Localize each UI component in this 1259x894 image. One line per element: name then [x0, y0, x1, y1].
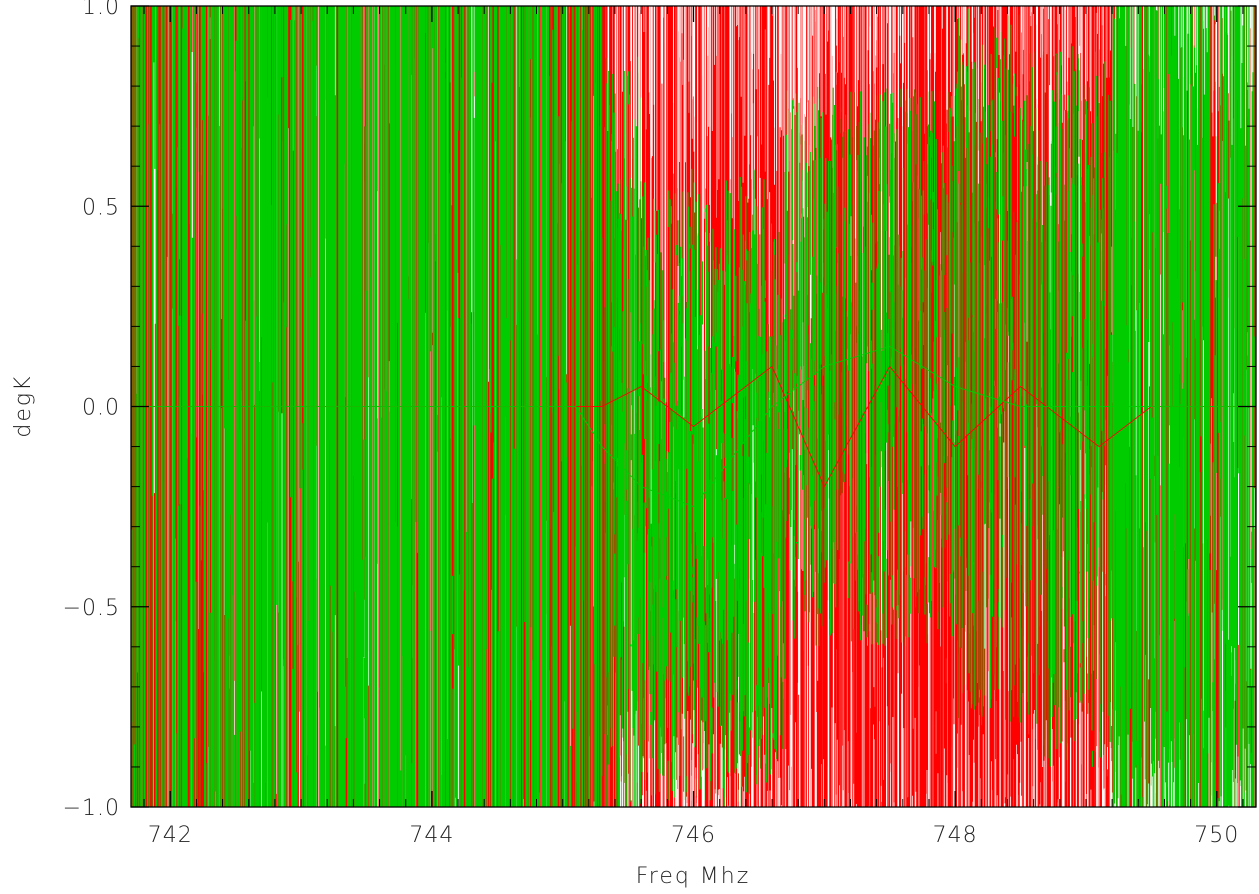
x-tick-label: 746 [671, 823, 716, 848]
y-axis-ticks: −1.0 −0.5 0.0 0.5 1.0 [63, 0, 1256, 821]
x-tick-label: 744 [409, 823, 454, 848]
white-gaps [614, 6, 1254, 807]
y-tick-label: −0.5 [63, 596, 120, 621]
y-tick-label: −1.0 [63, 796, 120, 821]
y-tick-label: 0.5 [82, 195, 120, 220]
x-axis-label: Freq Mhz [636, 864, 751, 889]
white-gap-lines [614, 6, 1254, 807]
series-line-1 [131, 345, 1256, 508]
y-tick-label: 1.0 [82, 0, 120, 20]
plot-area [131, 6, 1256, 807]
y-axis-label: degK [11, 374, 36, 437]
x-axis-ticks: 742 744 746 748 750 [143, 6, 1244, 848]
x-tick-label: 748 [933, 823, 978, 848]
y-tick-label: 0.0 [82, 396, 120, 421]
x-tick-label: 750 [1194, 823, 1239, 848]
series-lines [131, 345, 1256, 508]
x-tick-label: 742 [148, 823, 193, 848]
